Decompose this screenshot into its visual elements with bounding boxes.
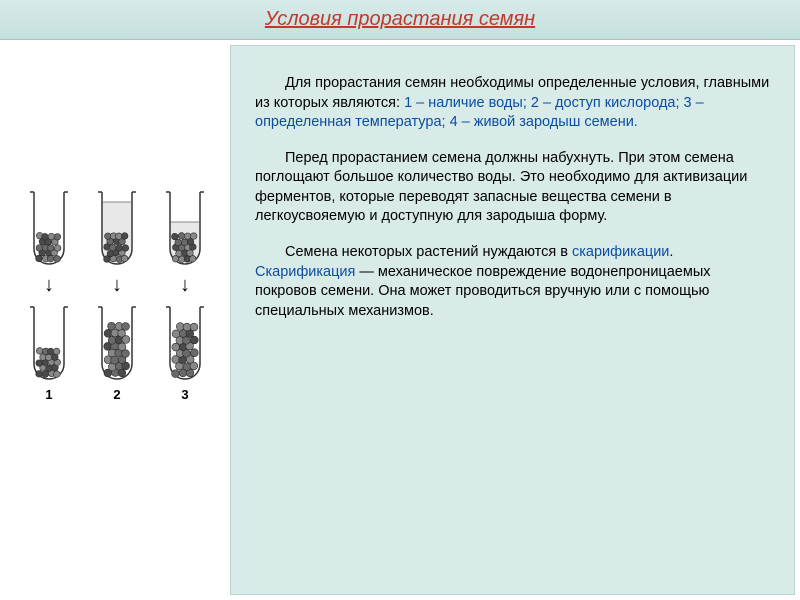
- arrow-icon: ↓: [158, 274, 212, 297]
- paragraph-2: Перед прорастанием семена должны набухну…: [255, 149, 770, 227]
- p3-pre: Семена некоторых растений нуждаются в: [285, 244, 572, 260]
- tube-cell: [22, 190, 76, 270]
- p3-mid: .: [669, 244, 673, 260]
- page-title: Условия прорастания семян: [265, 8, 535, 31]
- tube-label: 3: [158, 387, 212, 402]
- test-tube: [93, 305, 141, 385]
- test-tube: [161, 305, 209, 385]
- test-tube: [93, 190, 141, 270]
- arrow-row: ↓ ↓ ↓: [12, 274, 222, 297]
- test-tube: [25, 305, 73, 385]
- paragraph-3: Семена некоторых растений нуждаются в ск…: [255, 243, 770, 321]
- paragraph-1: Для прорастания семян необходимы определ…: [255, 74, 770, 133]
- term-scarification-1: скарификации: [572, 244, 669, 260]
- content-panel: Для прорастания семян необходимы определ…: [230, 45, 795, 595]
- tube-cell: [90, 190, 144, 270]
- header-bar: Условия прорастания семян: [0, 0, 800, 40]
- arrow-icon: ↓: [22, 274, 76, 297]
- tube-cell: [90, 305, 144, 385]
- tube-row-bottom: [12, 305, 222, 385]
- tube-cell: [158, 305, 212, 385]
- term-scarification-2: Скарификация: [255, 264, 355, 280]
- tube-label: 1: [22, 387, 76, 402]
- tube-cell: [158, 190, 212, 270]
- tube-cell: [22, 305, 76, 385]
- tube-label: 2: [90, 387, 144, 402]
- arrow-icon: ↓: [90, 274, 144, 297]
- tube-row-top: [12, 190, 222, 270]
- test-tube: [161, 190, 209, 270]
- labels-row: 1 2 3: [12, 387, 222, 402]
- test-tube: [25, 190, 73, 270]
- p2-text: Перед прорастанием семена должны набухну…: [255, 150, 747, 225]
- tubes-diagram: ↓ ↓ ↓ 1 2 3: [12, 190, 222, 410]
